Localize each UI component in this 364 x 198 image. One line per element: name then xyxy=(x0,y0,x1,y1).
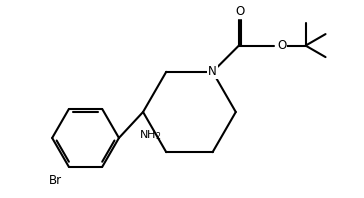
Text: O: O xyxy=(277,39,286,52)
Text: N: N xyxy=(208,65,217,78)
Text: O: O xyxy=(235,5,245,18)
Text: Br: Br xyxy=(49,173,62,187)
Text: NH$_2$: NH$_2$ xyxy=(139,129,162,143)
